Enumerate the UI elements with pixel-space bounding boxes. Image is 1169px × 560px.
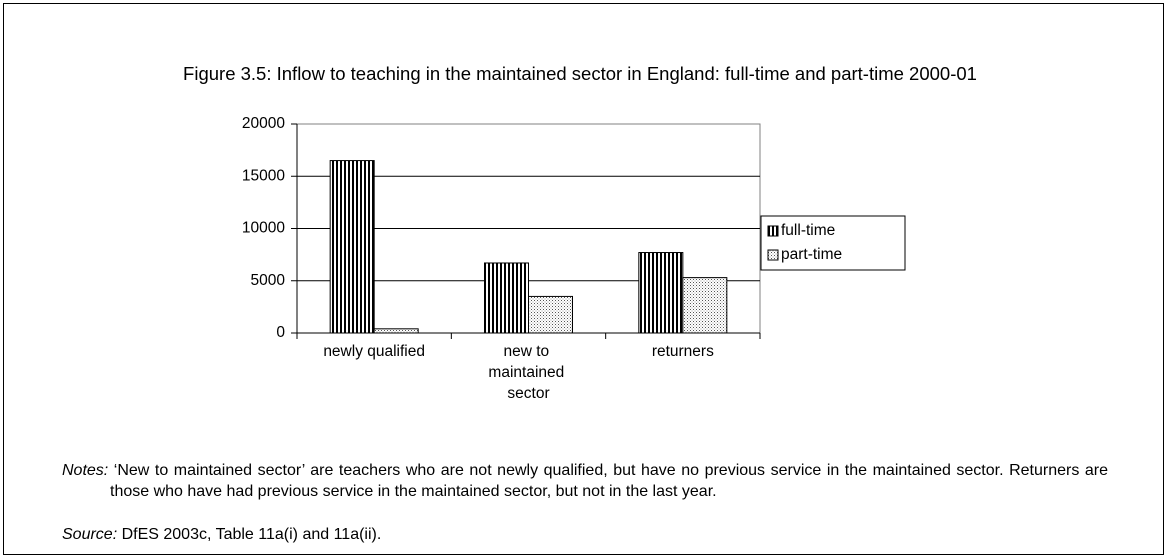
legend-swatch [767,225,779,237]
x-tick-label: newly qualified [323,343,425,360]
source-label: Source: [62,526,118,543]
bar [329,160,375,334]
y-tick-label: 20000 [242,115,285,132]
legend-swatch [767,249,779,261]
figure-frame [3,3,1164,555]
bar [528,295,573,334]
notes: Notes: ‘New to maintained sector’ are te… [62,460,1108,502]
legend-label: full-time [781,222,835,239]
y-tick-label: 10000 [242,220,285,237]
y-tick-label: 15000 [242,167,285,184]
chart-title: Figure 3.5: Inflow to teaching in the ma… [183,63,977,84]
legend-box [760,215,906,271]
notes-text: ‘New to maintained sector’ are teachers … [110,462,1108,500]
bar [484,262,529,334]
bar [682,277,728,334]
y-tick-label: 0 [276,324,285,341]
bar [373,328,419,334]
source: Source: DfES 2003c, Table 11a(i) and 11a… [62,524,381,545]
x-tick-label: new to maintained sector [488,343,568,402]
source-text: DfES 2003c, Table 11a(i) and 11a(ii). [121,526,382,543]
x-tick-label: returners [652,343,714,360]
legend-label: part-time [781,246,842,263]
notes-label: Notes: [62,462,109,479]
y-tick-label: 5000 [251,272,286,289]
bar [638,252,684,334]
